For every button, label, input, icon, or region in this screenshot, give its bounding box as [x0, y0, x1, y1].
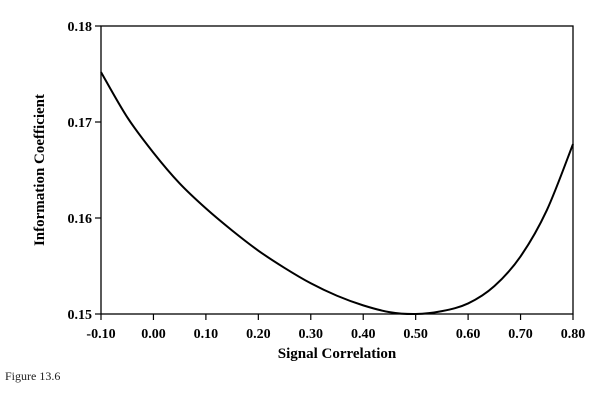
x-tick-label: 0.40 [351, 327, 376, 342]
x-tick-label: 0.00 [141, 327, 166, 342]
x-tick-label: 0.60 [456, 327, 481, 342]
x-axis-title: Signal Correlation [278, 346, 397, 362]
information-coefficient-curve [100, 71, 574, 316]
plot-area [100, 25, 574, 315]
y-tick-label: 0.15 [68, 308, 93, 323]
x-tick-label: 0.10 [194, 327, 219, 342]
y-tick-label: 0.18 [68, 20, 93, 35]
figure-caption: Figure 13.6 [5, 369, 61, 383]
x-tick-label: 0.50 [403, 327, 428, 342]
x-axis: -0.10 0.00 0.10 0.20 0.30 0.40 0.50 0.60 0.70 0.8… [86, 314, 585, 342]
y-tick-label: 0.16 [68, 212, 93, 227]
y-tick-label: 0.17 [68, 116, 93, 131]
x-tick-label: 0.20 [246, 327, 271, 342]
x-tick-label: 0.30 [299, 327, 324, 342]
y-axis-title: Information Coefficient [32, 94, 48, 246]
x-tick-label: 0.70 [508, 327, 533, 342]
x-tick-label: 0.80 [561, 327, 586, 342]
x-tick-label: -0.10 [86, 327, 115, 342]
y-axis: 0.15 0.16 0.17 0.18 [68, 20, 101, 323]
